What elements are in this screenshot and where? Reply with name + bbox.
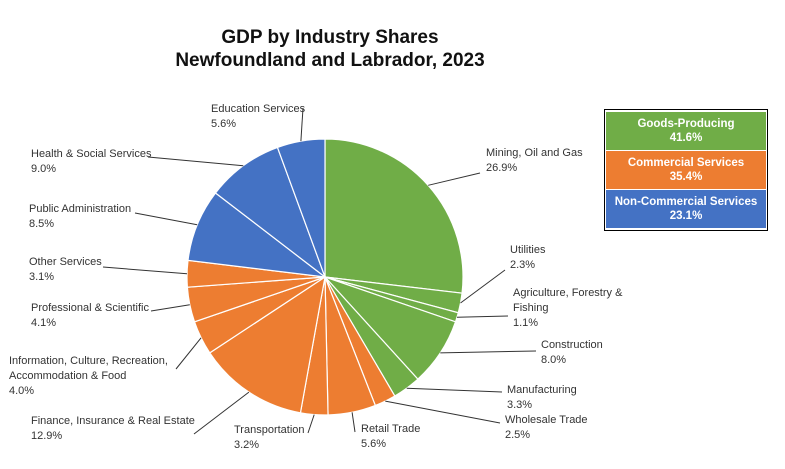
slice-label: Education Services 5.6% (211, 103, 306, 130)
slice-label: Other Services 3.1% (29, 256, 102, 283)
slice-label: Agriculture, Forestry & Fishing 1.1% (513, 287, 623, 329)
slice-label: Information, Culture, Recreation, Accommo… (9, 355, 168, 397)
legend: Goods-Producing 41.6% Commercial Service… (604, 109, 768, 231)
legend-item-non-commercial-services: Non-Commercial Services 23.1% (606, 190, 766, 228)
leader-line (150, 304, 190, 312)
slice-label: Construction 8.0% (541, 339, 603, 366)
leader-lines (102, 107, 537, 435)
chart-title-line-1: GDP by Industry Shares (221, 27, 438, 48)
pie-slice (276, 138, 326, 278)
legend-label: Goods-Producing (637, 118, 735, 130)
legend-label: Commercial Services (627, 157, 745, 169)
leader-line (300, 107, 304, 142)
leader-line (102, 266, 188, 275)
slice-label: Professional & Scientific 4.1% (31, 302, 149, 329)
leader-line (456, 315, 509, 318)
leader-line (147, 156, 244, 167)
leader-line (351, 412, 356, 433)
slice-label: Mining, Oil and Gas 26.9% (486, 147, 583, 174)
slice-label: Retail Trade 5.6% (361, 423, 420, 450)
chart-title-line-2: Newfoundland and Labrador, 2023 (175, 50, 484, 71)
leader-line (193, 391, 250, 435)
legend-item-goods-producing: Goods-Producing 41.6% (606, 112, 766, 150)
slice-label: Manufacturing 3.3% (507, 384, 577, 411)
pie-slices (186, 138, 464, 416)
legend-item-commercial-services: Commercial Services 35.4% (606, 151, 766, 189)
slice-label: Public Administration 8.5% (29, 203, 131, 230)
slice-label: Utilities 2.3% (510, 244, 546, 271)
pie-slice (324, 138, 464, 294)
legend-value: 41.6% (669, 132, 703, 144)
legend-label: Non-Commercial Services (614, 196, 758, 208)
leader-line (460, 269, 506, 304)
leader-line (134, 212, 198, 226)
leader-line (406, 387, 503, 393)
slice-label: Finance, Insurance & Real Estate 12.9% (31, 415, 195, 442)
legend-value: 23.1% (669, 210, 703, 222)
leader-line (307, 414, 315, 434)
leader-line (175, 337, 202, 370)
leader-line (428, 172, 481, 186)
legend-value: 35.4% (669, 171, 703, 183)
slice-label: Health & Social Services 9.0% (31, 148, 152, 175)
leader-line (385, 400, 501, 424)
slice-label: Wholesale Trade 2.5% (505, 414, 588, 441)
slice-labels: Mining, Oil and Gas 26.9% Utilities 2.3% Agr… (9, 103, 623, 451)
slice-label: Transportation 3.2% (234, 424, 305, 451)
leader-line (440, 350, 537, 354)
